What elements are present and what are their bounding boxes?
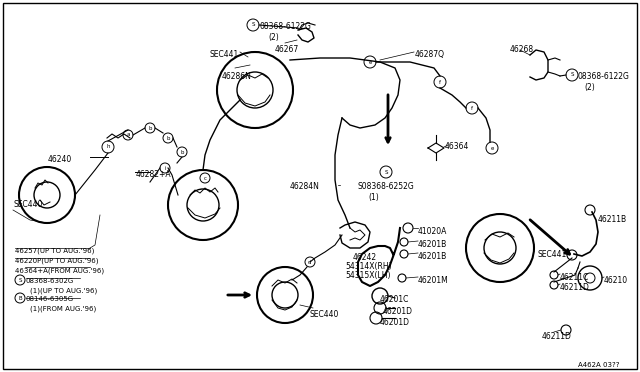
Text: b: b <box>148 125 152 131</box>
Text: e: e <box>368 60 372 64</box>
Text: SEC441: SEC441 <box>538 250 567 259</box>
Text: S: S <box>384 170 388 174</box>
Text: 46282+A: 46282+A <box>136 170 172 179</box>
Text: S: S <box>19 278 22 282</box>
Text: 46257(UP TO AUG.'96): 46257(UP TO AUG.'96) <box>15 248 94 254</box>
Text: 46242: 46242 <box>353 253 377 262</box>
Text: (2): (2) <box>268 33 279 42</box>
Text: c: c <box>204 176 207 180</box>
Text: a: a <box>126 132 130 138</box>
Text: 46364: 46364 <box>445 142 469 151</box>
Text: (1)(UP TO AUG.'96): (1)(UP TO AUG.'96) <box>30 288 97 295</box>
Text: 46201M: 46201M <box>418 276 449 285</box>
Text: 08368-6122G: 08368-6122G <box>578 72 630 81</box>
Text: b: b <box>166 135 170 141</box>
Text: 46286N: 46286N <box>222 72 252 81</box>
Text: 46211D: 46211D <box>560 283 590 292</box>
Text: 46201D: 46201D <box>380 318 410 327</box>
Text: (2): (2) <box>584 83 595 92</box>
Text: 41020A: 41020A <box>418 227 447 236</box>
Text: i: i <box>164 166 166 170</box>
Text: f: f <box>439 80 441 84</box>
Text: 08368-6302G: 08368-6302G <box>26 278 74 284</box>
Text: 46201C: 46201C <box>380 295 410 304</box>
Text: 08146-6305G: 08146-6305G <box>26 296 74 302</box>
Text: S08368-6252G: S08368-6252G <box>358 182 415 191</box>
Text: SEC440: SEC440 <box>13 200 42 209</box>
Text: e: e <box>490 145 493 151</box>
Text: 46364+A(FROM AUG.'96): 46364+A(FROM AUG.'96) <box>15 267 104 273</box>
Text: 08368-6122G: 08368-6122G <box>260 22 312 31</box>
Text: 54314X(RH): 54314X(RH) <box>345 262 392 271</box>
Text: 46201D: 46201D <box>383 307 413 316</box>
Text: B: B <box>18 295 22 301</box>
Text: S: S <box>570 73 573 77</box>
Text: SEC441: SEC441 <box>210 50 239 59</box>
Text: S: S <box>252 22 255 28</box>
Text: 46210: 46210 <box>604 276 628 285</box>
Text: 46211B: 46211B <box>598 215 627 224</box>
Text: d: d <box>308 260 312 264</box>
Text: 46267: 46267 <box>275 45 300 54</box>
Text: 46284N: 46284N <box>290 182 320 191</box>
Text: h: h <box>106 144 109 150</box>
Text: f: f <box>471 106 473 110</box>
Text: SEC440: SEC440 <box>310 310 339 319</box>
Text: 46287Q: 46287Q <box>415 50 445 59</box>
Text: 46211C: 46211C <box>560 273 589 282</box>
Text: b: b <box>180 150 184 154</box>
Text: 46201B: 46201B <box>418 240 447 249</box>
Text: 46201B: 46201B <box>418 252 447 261</box>
Text: 46220P(UP TO AUG.'96): 46220P(UP TO AUG.'96) <box>15 258 99 264</box>
Text: (1): (1) <box>368 193 379 202</box>
Text: A462A 03??: A462A 03?? <box>579 362 620 368</box>
Text: 46268: 46268 <box>510 45 534 54</box>
Text: 46240: 46240 <box>48 155 72 164</box>
Text: 46211D: 46211D <box>542 332 572 341</box>
Text: 54315X(LH): 54315X(LH) <box>345 271 390 280</box>
Text: (1)(FROM AUG.'96): (1)(FROM AUG.'96) <box>30 306 96 312</box>
